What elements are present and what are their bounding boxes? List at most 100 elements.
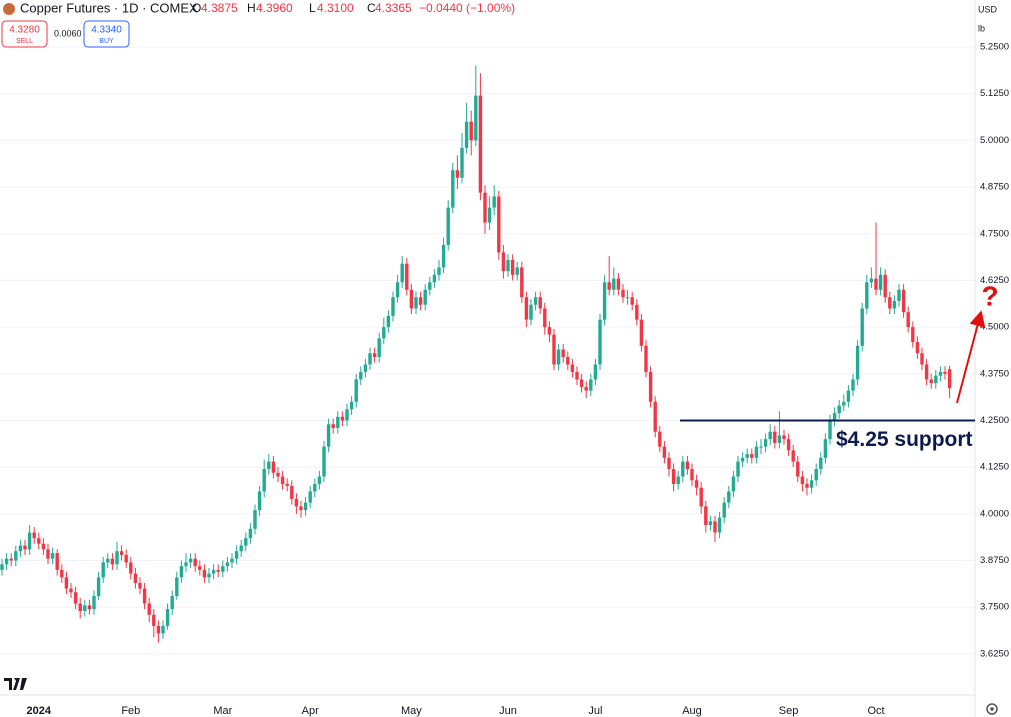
candle-body <box>474 95 478 141</box>
candle-body <box>4 558 9 565</box>
candle-body <box>497 196 501 253</box>
candle-body <box>671 469 676 484</box>
candle-body <box>543 308 547 328</box>
candle-body <box>455 170 460 178</box>
candle-body <box>372 353 377 358</box>
candle-body <box>589 379 593 391</box>
candle-body <box>234 551 239 559</box>
x-tick-label: Oct <box>867 705 884 717</box>
candle-body <box>708 521 713 526</box>
ohlc: O 4.3875 H 4.3960 L 4.3100 C 4.3365 <box>192 1 412 15</box>
candle-body <box>244 538 248 546</box>
buy-label: BUY <box>99 38 114 45</box>
candle-body <box>855 345 860 380</box>
candle-body <box>501 252 506 272</box>
candle-body <box>607 282 611 290</box>
currency[interactable]: USD <box>978 4 998 14</box>
candle-body <box>763 439 768 447</box>
candle-body <box>428 282 432 290</box>
candle-body <box>676 476 680 484</box>
buy-price: 4.3340 <box>91 25 122 36</box>
candle-body <box>115 551 119 565</box>
candle-body <box>823 439 828 458</box>
candle-body <box>50 553 55 559</box>
candle-body <box>46 549 50 559</box>
candle-body <box>464 121 469 148</box>
unit[interactable]: lb <box>978 23 985 33</box>
candle-body <box>317 476 322 484</box>
buy-button[interactable] <box>83 20 130 48</box>
candle-body <box>69 588 73 593</box>
candle-body <box>87 605 92 610</box>
candles <box>0 65 952 643</box>
candle-body <box>938 371 943 376</box>
settings-icon[interactable] <box>986 703 998 715</box>
candle-body <box>621 289 625 298</box>
candle-body <box>773 431 777 443</box>
candle-body <box>400 263 404 283</box>
candle-body <box>667 457 671 470</box>
candle-body <box>299 506 303 511</box>
support-label: $4.25 support <box>836 428 973 451</box>
labels: 5.2500 5.1250 5.0000 4.8750 4.7500 4.6250 4.50… <box>27 42 1010 717</box>
candle-body <box>437 267 441 275</box>
candle-body <box>487 207 492 223</box>
ohlc-value: 4.3875 <box>201 1 238 15</box>
candle-body <box>906 312 910 328</box>
candle-body <box>892 300 897 309</box>
candle-body <box>901 289 906 313</box>
candle-body <box>566 357 570 365</box>
change: −0.0440 (−1.00%) <box>419 1 515 15</box>
candle-body <box>377 338 381 358</box>
candle-body <box>947 369 952 389</box>
x-tick-label: 2024 <box>27 705 52 717</box>
candle-body <box>451 170 455 208</box>
spread: 0.0060 <box>54 28 82 38</box>
candle-body <box>308 491 312 503</box>
candle-body <box>865 282 869 309</box>
candle-body <box>593 364 598 380</box>
candle-body <box>869 278 874 283</box>
candle-body <box>262 469 266 492</box>
candle-body <box>777 435 782 443</box>
candle-body <box>690 469 694 481</box>
candle-body <box>142 588 147 604</box>
candle-body <box>9 558 13 561</box>
candle-body <box>713 521 717 533</box>
candle-body <box>699 487 703 507</box>
y-tick-label: 4.6250 <box>980 275 1009 286</box>
candle-body <box>253 510 257 529</box>
x-tick-label: Mar <box>213 705 232 717</box>
candle-body <box>161 625 165 634</box>
candle-body <box>547 327 552 335</box>
candle-body <box>405 263 409 290</box>
x-tick-label: May <box>401 705 422 717</box>
candle-body <box>883 274 887 298</box>
y-tick-label: 5.1250 <box>980 88 1009 99</box>
candle-body <box>809 480 814 488</box>
grid <box>0 46 975 655</box>
candle-body <box>529 304 533 320</box>
arrow <box>956 310 986 404</box>
question-mark: ? <box>981 280 998 311</box>
candle-body <box>129 562 133 574</box>
logo[interactable] <box>4 678 27 690</box>
candle-body <box>175 577 179 597</box>
candle-body <box>331 424 335 428</box>
candle-body <box>225 562 230 567</box>
candle-body <box>492 196 496 208</box>
candle-body <box>202 569 207 578</box>
candle-body <box>911 327 915 343</box>
candle-body <box>133 573 138 583</box>
candle-body <box>584 386 588 391</box>
y-tick-label: 5.2500 <box>980 42 1009 53</box>
candle-body <box>221 566 225 572</box>
candle-body <box>239 545 243 552</box>
candle-body <box>207 573 211 578</box>
candle-body <box>418 297 423 305</box>
candle-body <box>805 483 809 488</box>
candle-body <box>368 353 372 365</box>
candle-body <box>929 379 933 384</box>
sell-button[interactable] <box>1 20 48 48</box>
